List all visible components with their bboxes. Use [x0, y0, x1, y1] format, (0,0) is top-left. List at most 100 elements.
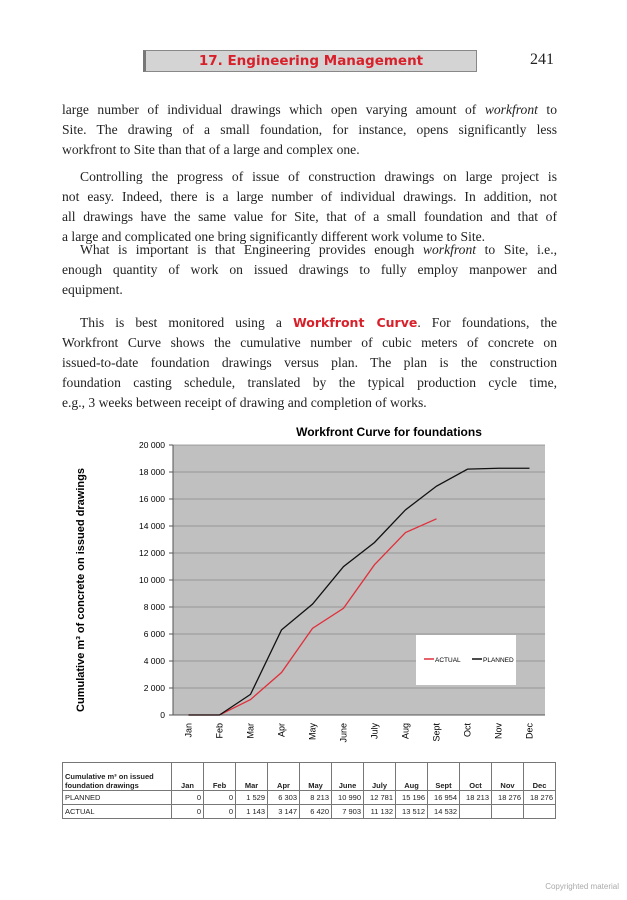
y-tick-label: 10 000	[139, 575, 165, 585]
table-cell: 0	[203, 790, 236, 805]
x-tick-label: Dec	[525, 723, 535, 740]
italic-term: workfront	[484, 102, 538, 117]
y-tick-label: 4 000	[144, 656, 166, 666]
text-segment: equipment.	[62, 282, 123, 297]
text-line: Site. The drawing of a small foundation,…	[62, 120, 557, 140]
table-cell: 18 276	[491, 790, 524, 805]
table-cell: 3 147	[267, 804, 300, 819]
chapter-header: 17. Engineering Management	[143, 50, 477, 72]
table-cell: 6 303	[267, 790, 300, 805]
text-line: workfront to Site than that of a large a…	[62, 140, 557, 160]
y-tick-label: 0	[160, 710, 165, 720]
text-line: What is important is that Engineering pr…	[62, 240, 557, 260]
table-cell: 0	[203, 804, 236, 819]
text-segment: Controlling the progress of issue of con…	[80, 169, 557, 184]
row-label: ACTUAL	[62, 804, 172, 819]
table-row: PLANNED 0 0 1 529 6 303 8 213 10 990 12 781 15 1…	[62, 790, 556, 805]
x-tick-label: June	[339, 723, 349, 743]
y-tick-label: 8 000	[144, 602, 166, 612]
series-line-planned	[188, 467, 530, 716]
x-tick-label: May	[308, 723, 318, 741]
x-tick-label: Nov	[494, 723, 504, 740]
y-tick-label: 20 000	[139, 440, 165, 450]
x-tick-label: Oct	[463, 723, 473, 738]
emphasis-term: Workfront Curve	[292, 315, 418, 330]
table-cell: 1 529	[235, 790, 268, 805]
table-cell	[491, 804, 524, 819]
text-segment: Site. The drawing of a small foundation,…	[62, 122, 557, 137]
table-cell: 8 213	[299, 790, 332, 805]
text-segment: issued-to-date foundation drawings versu…	[62, 355, 557, 370]
table-cell: 16 954	[427, 790, 460, 805]
table-cell: 7 903	[331, 804, 364, 819]
table-cell: 15 196	[395, 790, 428, 805]
text-line: a large and complicated one bring signif…	[62, 227, 557, 247]
legend-box	[416, 635, 516, 685]
text-line: issued-to-date foundation drawings versu…	[62, 353, 557, 373]
text-line: all drawings have the same value for Sit…	[62, 207, 557, 227]
text-segment: not easy. Indeed, there is a large numbe…	[62, 189, 557, 204]
table-cell: 13 512	[395, 804, 428, 819]
table-header-row: Cumulative m³ on issued foundation drawi…	[62, 762, 556, 791]
table-cell: 6 420	[299, 804, 332, 819]
italic-term: workfront	[422, 242, 477, 257]
table-cell: 0	[171, 804, 204, 819]
copyright-notice: Copyrighted material	[545, 882, 619, 891]
column-header: May	[299, 762, 332, 791]
text-segment: a large and complicated one bring signif…	[62, 229, 486, 244]
legend-label: ACTUAL	[435, 657, 461, 664]
paragraph: What is important is that Engineering pr…	[62, 240, 557, 300]
table-cell: 10 990	[331, 790, 364, 805]
text-segment: all drawings have the same value for Sit…	[62, 209, 557, 224]
column-header: June	[331, 762, 364, 791]
column-header: Oct	[459, 762, 492, 791]
paragraph: Controlling the progress of issue of con…	[62, 167, 557, 247]
column-header: Feb	[203, 762, 236, 791]
table-cell: 0	[171, 790, 204, 805]
y-tick-label: 16 000	[139, 494, 165, 504]
text-segment: . For foundations, the	[417, 315, 558, 330]
table-cell: 12 781	[363, 790, 396, 805]
x-tick-label: Apr	[277, 723, 287, 737]
text-segment: foundation casting schedule, translated …	[62, 375, 557, 390]
x-tick-label: July	[370, 723, 380, 740]
text-line: e.g., 3 weeks between receipt of drawing…	[62, 393, 557, 413]
legend-label: PLANNED	[483, 657, 514, 664]
column-header: Sept	[427, 762, 460, 791]
paragraph: This is best monitored using a Workfront…	[62, 313, 557, 413]
column-header: Nov	[491, 762, 524, 791]
y-tick-label: 18 000	[139, 467, 165, 477]
text-segment: This is best monitored using a	[80, 315, 293, 330]
y-tick-label: 2 000	[144, 683, 166, 693]
table-cell: 14 532	[427, 804, 460, 819]
y-axis-label: Cumulative m³ of concrete on issued draw…	[75, 468, 87, 712]
x-tick-label: Sept	[432, 723, 442, 742]
x-tick-label: Mar	[246, 723, 256, 739]
table-cell: 18 213	[459, 790, 492, 805]
column-header: Dec	[523, 762, 556, 791]
column-header: Apr	[267, 762, 300, 791]
text-line: Controlling the progress of issue of con…	[62, 167, 557, 187]
column-header: July	[363, 762, 396, 791]
text-line: equipment.	[62, 280, 557, 300]
text-segment: workfront to Site than that of a large a…	[62, 142, 360, 157]
text-segment: What is important is that Engineering pr…	[80, 242, 423, 257]
y-tick-label: 14 000	[139, 521, 165, 531]
table-cell: 11 132	[363, 804, 396, 819]
text-line: large number of individual drawings whic…	[62, 100, 557, 120]
text-line: not easy. Indeed, there is a large numbe…	[62, 187, 557, 207]
paragraph: large number of individual drawings whic…	[62, 100, 557, 160]
text-segment: large number of individual drawings whic…	[62, 102, 485, 117]
text-line: Workfront Curve shows the cumulative num…	[62, 333, 557, 353]
table-cell	[523, 804, 556, 819]
text-line: enough quantity of work on issued drawin…	[62, 260, 557, 280]
x-tick-label: Feb	[215, 723, 225, 739]
table-cell: 18 276	[523, 790, 556, 805]
chart-title: Workfront Curve for foundations	[296, 425, 482, 439]
x-tick-label: Jan	[184, 723, 194, 738]
column-header: Jan	[171, 762, 204, 791]
text-segment: enough quantity of work on issued drawin…	[62, 262, 557, 277]
page-number: 241	[530, 51, 554, 68]
data-table: Cumulative m³ on issued foundation drawi…	[62, 762, 556, 819]
